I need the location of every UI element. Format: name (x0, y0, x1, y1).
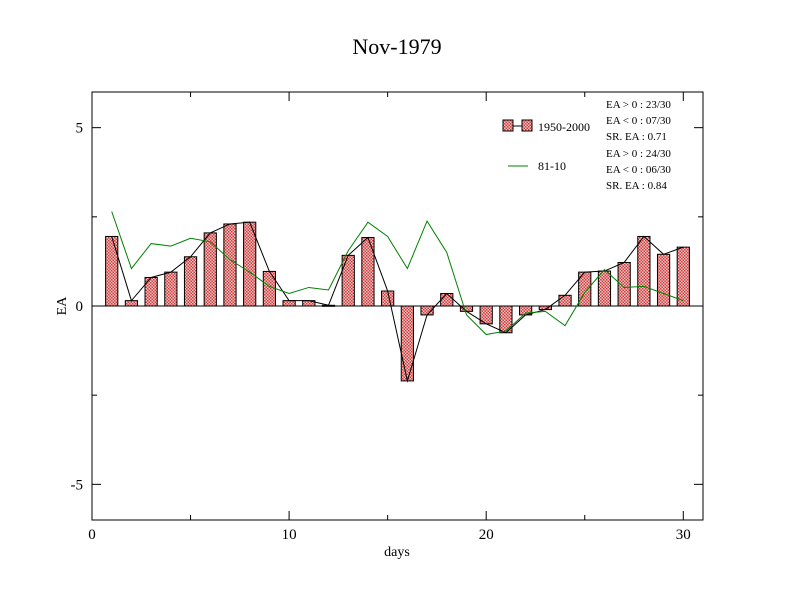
legend-label-1950-2000: 1950-2000 (538, 120, 590, 134)
bar-1950-2000-day-6 (203, 232, 217, 307)
y-tick-label: 5 (76, 121, 84, 137)
bar-1950-2000-day-19 (459, 305, 474, 312)
y-tick-label: -5 (71, 477, 84, 493)
stats-line: SR. EA : 0.84 (606, 180, 667, 192)
bar-1950-2000-day-18 (440, 293, 454, 307)
bar-1950-2000-day-13 (341, 254, 355, 307)
bar-1950-2000-day-30 (676, 246, 690, 307)
bar-1950-2000-day-10 (282, 300, 296, 307)
bar-1950-2000-day-29 (656, 253, 671, 307)
bar-1950-2000-day-2 (124, 300, 139, 307)
stats-line: EA < 0 : 06/30 (606, 164, 671, 176)
bar-1950-2000-day-8 (243, 221, 257, 307)
stats-line: EA > 0 : 24/30 (606, 148, 671, 160)
bar-1950-2000-day-26 (597, 270, 612, 307)
y-tick-label: 0 (76, 299, 84, 315)
series-line-81-10 (111, 211, 684, 336)
bar-1950-2000-day-28 (637, 235, 651, 307)
legend-label-81-10: 81-10 (538, 159, 566, 173)
bar-1950-2000-day-9 (262, 270, 276, 307)
x-tick-label: 30 (676, 527, 691, 543)
legend-swatch-1950-2000 (502, 119, 514, 132)
x-tick-label: 20 (479, 527, 494, 543)
bar-1950-2000-day-1 (105, 235, 119, 307)
stats-line: EA > 0 : 23/30 (606, 99, 671, 111)
x-tick-label: 10 (282, 527, 297, 543)
stats-line: EA < 0 : 07/30 (606, 115, 671, 127)
bar-1950-2000-day-4 (164, 271, 178, 307)
y-axis-label: EA (55, 296, 70, 316)
legend-swatch-1950-2000-b (521, 119, 533, 132)
chart-title: Nov-1979 (352, 34, 441, 59)
series-line-1950-2000 (111, 221, 684, 383)
stats-line: SR. EA : 0.71 (606, 131, 667, 143)
x-axis-label: days (384, 545, 410, 560)
bar-1950-2000-day-7 (223, 223, 237, 307)
bar-1950-2000-day-5 (183, 256, 198, 307)
bar-1950-2000-day-24 (558, 294, 572, 307)
x-tick-label: 0 (88, 527, 96, 543)
bar-1950-2000-day-16 (400, 305, 414, 382)
